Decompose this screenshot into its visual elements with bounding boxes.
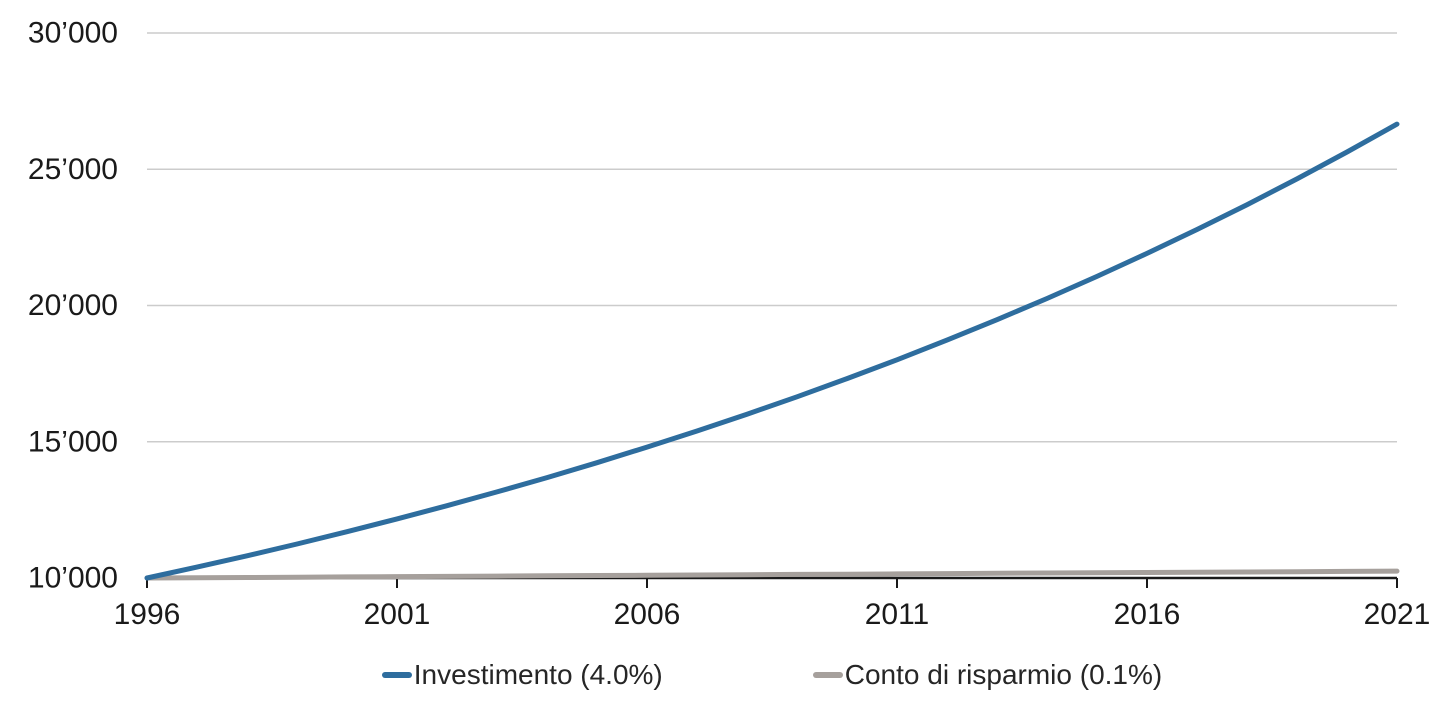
legend-label-investimento: Investimento (4.0%) — [413, 659, 663, 690]
series-line-investimento-4-0 — [144, 121, 1400, 581]
chart-legend: Investimento (4.0%) Conto di risparmio (… — [147, 653, 1397, 697]
y-axis-label-30000: 30’000 — [28, 17, 118, 50]
x-axis-label-2021: 2021 — [1364, 598, 1431, 631]
y-axis-label-20000: 20’000 — [28, 289, 118, 322]
x-axis-label-2011: 2011 — [865, 598, 930, 631]
series-line-conto-di-risparmio-0-1 — [144, 568, 1400, 581]
y-axis-label-15000: 15’000 — [28, 425, 118, 458]
series-lines — [144, 121, 1400, 581]
legend-item-conto-di-risparmio: Conto di risparmio (0.1%) — [812, 659, 1163, 690]
x-axis-label-2016: 2016 — [1114, 598, 1181, 631]
gridlines — [147, 32, 1397, 443]
legend-marker-conto-di-risparmio-icon — [812, 672, 843, 678]
y-axis-label-10000: 10’000 — [28, 562, 118, 595]
x-axis-labels: 1996 2001 2006 2011 2016 2021 — [114, 598, 1431, 631]
legend-label-conto-di-risparmio: Conto di risparmio (0.1%) — [844, 659, 1163, 690]
x-axis-label-2006: 2006 — [614, 598, 681, 631]
x-axis-label-1996: 1996 — [114, 598, 181, 631]
legend-item-investimento: Investimento (4.0%) — [381, 659, 663, 690]
legend-marker-investimento-icon — [381, 672, 412, 678]
y-axis-label-25000: 25’000 — [28, 153, 118, 186]
x-axis — [146, 576, 1398, 588]
x-axis-label-2001: 2001 — [364, 598, 431, 631]
y-axis-labels: 10’000 15’000 20’000 25’000 30’000 — [28, 17, 118, 595]
